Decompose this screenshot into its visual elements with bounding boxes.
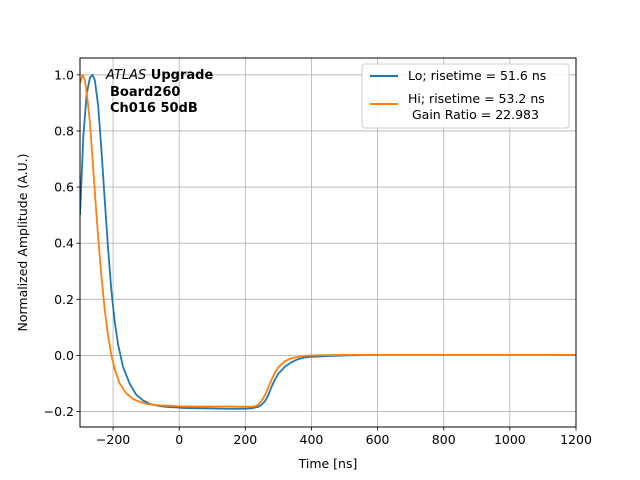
annotation-atlas: ATLAS [105, 68, 146, 83]
legend-box [361, 63, 570, 129]
legend-label-hi-line-2: Gain Ratio = 22.983 [408, 107, 539, 122]
atlas-annotation: ATLAS Upgrade Board260 Ch016 50dB [105, 68, 213, 116]
x-tick-label: 400 [300, 432, 324, 447]
y-tick-label: 0.0 [54, 348, 74, 363]
y-tick-label: −0.2 [44, 404, 74, 419]
series-line-hi [80, 73, 576, 408]
annotation-line-3: Ch016 50dB [110, 101, 198, 116]
legend-label-hi: Hi; risetime = 53.2 ns Gain Ratio = 22.9… [408, 91, 545, 122]
annotation-upgrade: Upgrade [146, 68, 213, 83]
series-lines [80, 73, 576, 410]
y-tick-label: 0.6 [54, 180, 74, 195]
y-tick-label: 0.2 [54, 292, 74, 307]
axis-ticks: −200 0 200 400 600 800 1000 1200 −0.2 0.0 0.2 0.4 0.… [44, 67, 592, 447]
legend-label-hi-line-1: Hi; risetime = 53.2 ns [408, 91, 545, 106]
annotation-line-2: Board260 [110, 85, 180, 100]
legend-label-lo: Lo; risetime = 51.6 ns [408, 68, 546, 83]
x-tick-label: 200 [233, 432, 257, 447]
x-tick-label: 0 [175, 432, 183, 447]
plot-frame [79, 57, 577, 428]
x-tick-label: 600 [366, 432, 390, 447]
x-tick-label: 1200 [560, 432, 592, 447]
legend: Lo; risetime = 51.6 ns Hi; risetime = 53… [361, 63, 570, 129]
annotation-line-1: ATLAS Upgrade [105, 68, 213, 83]
x-tick-label: −200 [96, 432, 130, 447]
x-axis-label: Time [ns] [298, 456, 358, 471]
y-tick-label: 0.4 [54, 236, 74, 251]
y-axis-label: Normalized Amplitude (A.U.) [15, 153, 30, 331]
x-tick-label: 1000 [494, 432, 526, 447]
y-tick-label: 1.0 [54, 67, 74, 82]
y-tick-label: 0.8 [54, 123, 74, 138]
x-tick-label: 800 [432, 432, 456, 447]
